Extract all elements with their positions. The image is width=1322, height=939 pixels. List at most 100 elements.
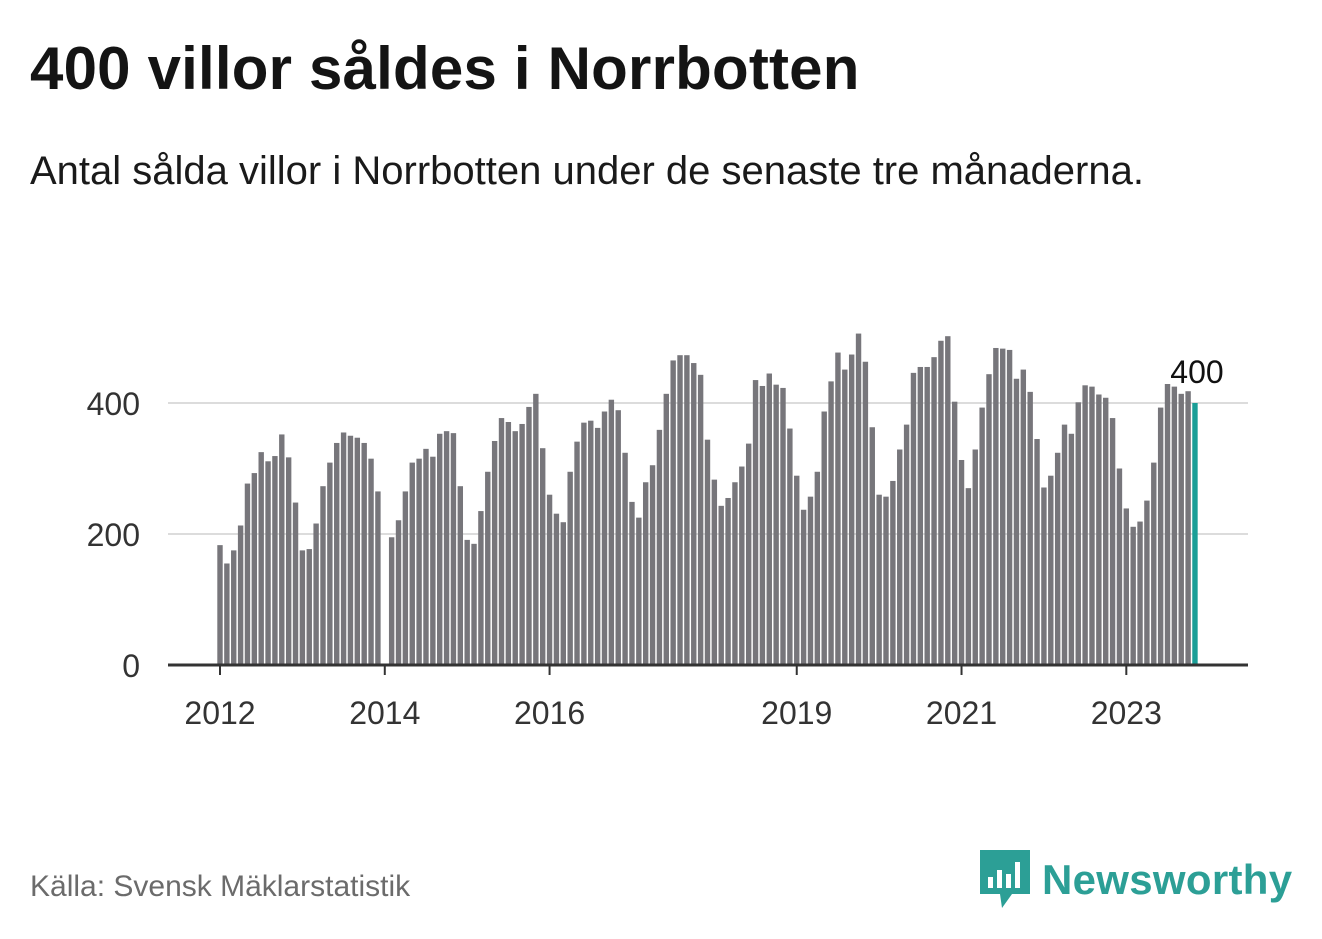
bar [608, 399, 615, 665]
bar [1116, 468, 1123, 665]
bar [979, 407, 985, 665]
bar [848, 354, 855, 665]
bar [498, 418, 505, 665]
y-tick-label: 400 [87, 386, 140, 422]
bar [691, 363, 697, 665]
bar [945, 336, 951, 665]
bar [986, 374, 992, 665]
bar [546, 494, 553, 665]
bar [402, 491, 409, 665]
bar [965, 488, 972, 665]
bar [807, 496, 814, 665]
bar [924, 366, 930, 665]
bar [876, 494, 882, 665]
bar [491, 440, 498, 665]
bar [347, 435, 354, 665]
bar [251, 473, 258, 665]
source-note: Källa: Svensk Mäklarstatistik [30, 870, 411, 903]
bar [684, 355, 690, 665]
bars [217, 333, 1198, 666]
bar [519, 423, 525, 665]
bar [642, 482, 649, 665]
bar-chart-pin-icon [980, 850, 1030, 908]
bar [869, 427, 875, 666]
bar [931, 357, 937, 665]
bar [917, 366, 924, 665]
bar [1013, 378, 1020, 665]
bar [1027, 391, 1033, 665]
bar [395, 520, 402, 665]
bar [821, 411, 827, 665]
bar [1061, 424, 1068, 666]
bar [437, 433, 443, 665]
bar [1123, 508, 1130, 665]
bar [553, 513, 560, 665]
bar [862, 361, 869, 665]
x-tick-label: 2023 [1091, 695, 1162, 731]
bar [526, 406, 532, 665]
bar [787, 428, 793, 665]
bar [780, 387, 786, 665]
bar [416, 458, 422, 665]
bar [745, 443, 752, 665]
bar [1089, 386, 1095, 666]
bar [938, 340, 944, 665]
bar [217, 545, 223, 665]
bar [759, 385, 766, 665]
x-tick-label: 2014 [349, 695, 420, 731]
bar [1144, 500, 1150, 666]
labels: 0 200 400 2012 2014 2016 2019 2021 2023 400 [87, 354, 1224, 731]
bar [334, 442, 340, 665]
bar [718, 505, 724, 665]
bar [512, 431, 518, 665]
bar [567, 471, 573, 665]
bar [773, 384, 779, 665]
bar [800, 509, 807, 665]
bar [958, 459, 965, 666]
bar [883, 496, 889, 665]
bar [1082, 385, 1088, 665]
bar [457, 486, 464, 665]
bar [766, 373, 772, 665]
bar [443, 431, 450, 665]
bar [265, 461, 271, 665]
bar [732, 482, 738, 665]
bar [656, 429, 663, 666]
bar [951, 401, 958, 665]
bar [842, 369, 848, 665]
bar [1151, 462, 1157, 666]
bar [279, 434, 285, 665]
bar [752, 380, 759, 665]
bar [1068, 433, 1075, 665]
bar [704, 439, 711, 665]
bar [1041, 487, 1047, 665]
bar [354, 437, 361, 665]
bar [1096, 394, 1102, 665]
bar [505, 422, 512, 666]
bar [649, 465, 656, 666]
bar [560, 522, 566, 665]
bar [594, 427, 601, 665]
bar [794, 475, 800, 665]
bar [368, 458, 374, 665]
bar [581, 422, 587, 665]
bar [636, 517, 642, 666]
bar [361, 442, 367, 665]
x-tick-label: 2019 [761, 695, 832, 731]
bar [313, 523, 319, 665]
logo-text: Newsworthy [1042, 856, 1293, 903]
bar [1075, 402, 1081, 665]
bar [814, 471, 821, 665]
bar [285, 457, 292, 666]
bar [340, 432, 347, 666]
x-tick-label: 2016 [514, 695, 585, 731]
bar [1006, 349, 1013, 665]
bar [1178, 393, 1184, 665]
bar [540, 448, 546, 665]
bar [450, 433, 457, 665]
bar [574, 441, 580, 665]
bar [464, 539, 470, 665]
bar [1054, 452, 1061, 665]
chart-title: 400 villor såldes i Norrbotten [30, 35, 860, 102]
newsworthy-logo: Newsworthy [980, 850, 1292, 910]
